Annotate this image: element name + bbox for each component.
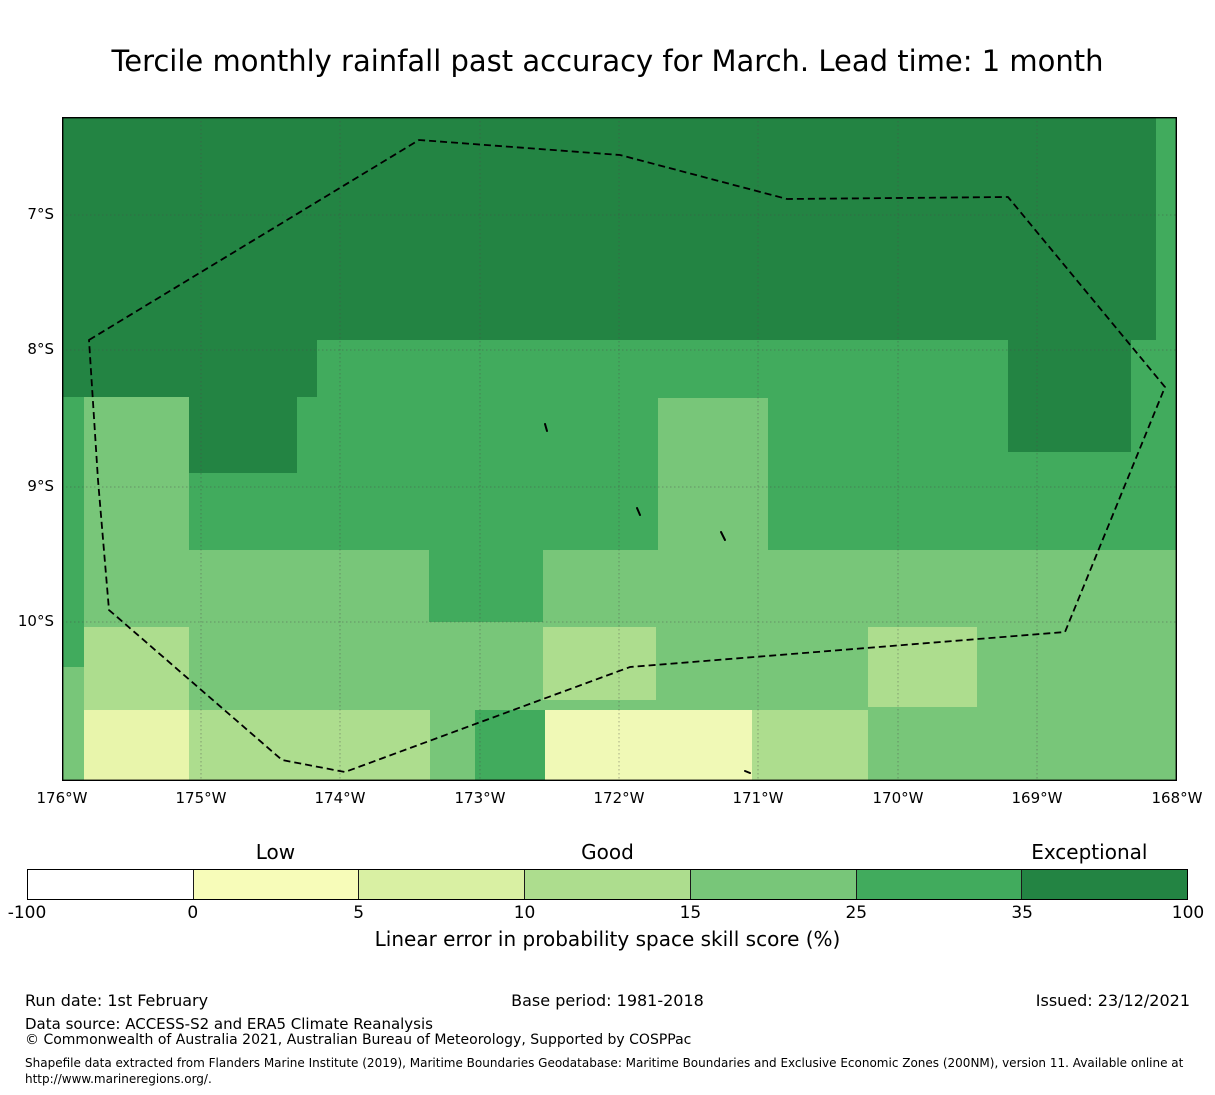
colorbar-category-label: Good (581, 840, 634, 864)
colorbar-category-label: Low (255, 840, 296, 864)
x-tick-label: 176°W (36, 789, 88, 807)
map-cell (62, 340, 317, 397)
x-tick-label: 174°W (314, 789, 366, 807)
island-marks (544, 423, 751, 774)
x-tick-label: 168°W (1151, 789, 1203, 807)
map-cell (752, 710, 868, 781)
colorbar-segment (28, 870, 193, 899)
y-tick-label: 8°S (27, 340, 54, 358)
colorbar-tick-label: 5 (353, 903, 365, 923)
map-cells (62, 117, 1177, 781)
y-tick-label: 9°S (27, 477, 54, 495)
colorbar-segment (524, 870, 690, 899)
map-cell (545, 710, 752, 781)
map-cell (189, 397, 297, 473)
colorbar-tick-label: 100 (1171, 903, 1205, 923)
colorbar-segment (358, 870, 525, 899)
eez-boundary (88, 139, 1167, 773)
eez-dashed-outline (88, 139, 1167, 773)
map-cell (429, 550, 543, 622)
x-tick-label: 171°W (732, 789, 784, 807)
map-border (62, 117, 1177, 781)
chart-title: Tercile monthly rainfall past accuracy f… (111, 44, 1104, 78)
map-cell (62, 550, 84, 667)
x-tick-label: 173°W (454, 789, 506, 807)
x-tick-label: 169°W (1011, 789, 1063, 807)
colorbar (27, 869, 1188, 900)
x-tick-label: 172°W (593, 789, 645, 807)
run-date-label: Run date: 1st February (25, 991, 209, 1010)
shapefile-note: Shapefile data extracted from Flanders M… (25, 1055, 1200, 1087)
map-cell (84, 710, 189, 781)
base-period-label: Base period: 1981-2018 (511, 991, 704, 1010)
map-cell (868, 627, 977, 707)
y-tick-label: 7°S (27, 205, 54, 223)
map-cell (62, 117, 1177, 340)
island-mark (720, 531, 726, 541)
x-tick-label: 175°W (175, 789, 227, 807)
map-plot-area (62, 117, 1177, 781)
map-cell (1156, 117, 1177, 550)
copyright-label: © Commonwealth of Australia 2021, Austra… (25, 1032, 692, 1048)
colorbar-tick-label: 15 (679, 903, 702, 923)
shapefile-note-line2: http://www.marineregions.org/. (25, 1072, 212, 1086)
map-cell (1008, 340, 1131, 452)
x-tick-label: 170°W (872, 789, 924, 807)
colorbar-segment (192, 870, 359, 899)
map-cell (475, 710, 545, 781)
shapefile-note-line1: Shapefile data extracted from Flanders M… (25, 1056, 1184, 1070)
colorbar-tick-label: 0 (187, 903, 199, 923)
skill-map (62, 117, 1177, 781)
island-mark (544, 423, 548, 432)
island-mark (636, 507, 641, 516)
island-mark (744, 770, 751, 774)
map-cell (189, 710, 430, 781)
colorbar-segment (689, 870, 856, 899)
colorbar-tick-label: 25 (845, 903, 868, 923)
colorbar-segment (855, 870, 1022, 899)
map-cell (658, 398, 768, 550)
colorbar-segment (1021, 870, 1188, 899)
colorbar-caption: Linear error in probability space skill … (374, 927, 841, 951)
colorbar-tick-label: 35 (1011, 903, 1033, 923)
map-cell (543, 627, 656, 700)
colorbar-tick-label: 10 (513, 903, 536, 923)
colorbar-tick-label: -100 (7, 903, 47, 923)
issued-label: Issued: 23/12/2021 (1035, 991, 1190, 1010)
y-tick-label: 10°S (17, 612, 54, 630)
colorbar-category-label: Exceptional (1031, 840, 1148, 864)
data-source-label: Data source: ACCESS-S2 and ERA5 Climate … (25, 1015, 433, 1033)
